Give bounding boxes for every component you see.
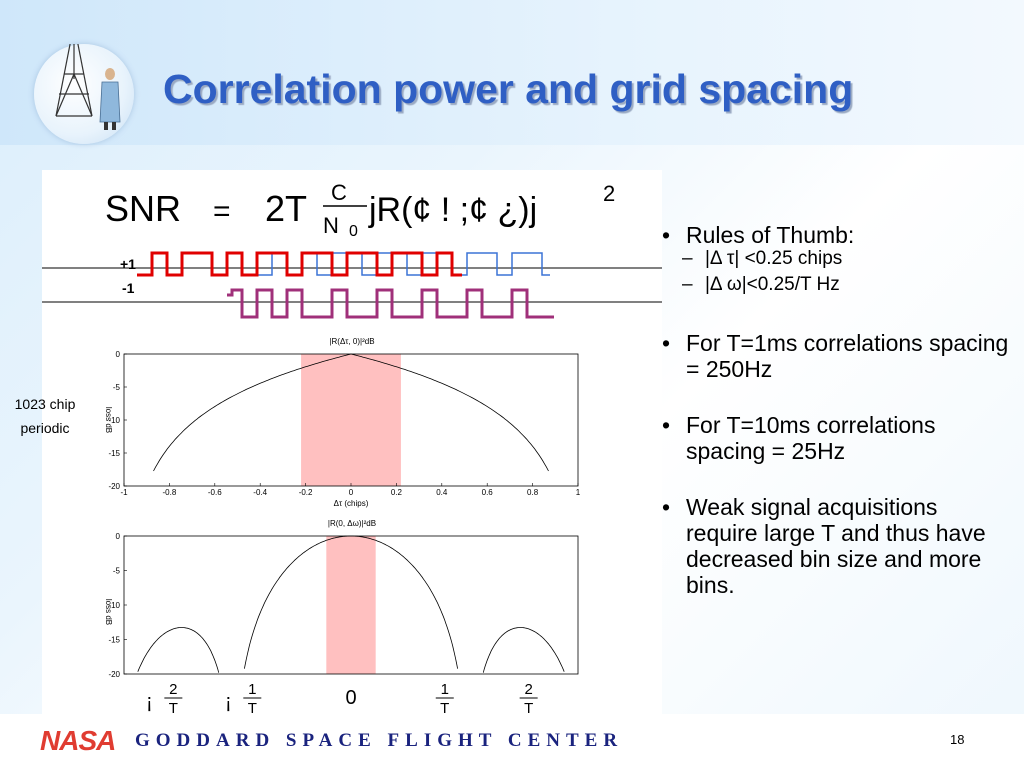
nasa-logo-text: NASA	[40, 726, 115, 754]
side-label-line1: 1023 chip	[14, 396, 76, 412]
chart2-series-line	[137, 535, 565, 673]
chart2-ylabel: loss dB	[104, 599, 113, 625]
slide-title: Correlation power and grid spacing	[163, 66, 854, 112]
chart-code-correlation: |R(Δτ, 0)|²dB -1 -0.8 -0.6 -0.4 -0.2 0 0.2 0.4 0…	[104, 337, 581, 508]
footer-band	[0, 714, 1024, 768]
chart1-xtick-label: 0.2	[391, 488, 403, 497]
chart1-xtick-label: 0.8	[527, 488, 539, 497]
goddard-rocket-logo	[34, 14, 134, 144]
correlation-charts: |R(Δτ, 0)|²dB -1 -0.8 -0.6 -0.4 -0.2 0 0.2 0.4 0…	[104, 337, 581, 717]
chart1-shaded-region	[301, 354, 401, 486]
late-code-signal	[227, 288, 554, 319]
chart2-shaded-region	[326, 536, 376, 674]
chart2-xtick-sign: ¡	[146, 691, 153, 713]
side-label-line2: periodic	[20, 420, 70, 436]
chart2-xtick-label: 0	[345, 687, 356, 709]
chart1-series-line	[153, 353, 549, 472]
chart1-ytick-label: 0	[116, 350, 121, 359]
chart2-xtick-num: 2	[524, 681, 532, 698]
formula-lhs: SNR	[105, 188, 181, 229]
chart1-xtick-label: 0.4	[436, 488, 448, 497]
page-number: 18	[950, 732, 965, 747]
formula-frac-den: N	[323, 213, 339, 238]
chart2-xtick-den: T	[440, 700, 449, 717]
formula-body: jR(¢ ! ;¢ ¿)j	[368, 191, 537, 229]
chart2-xtick-num: 2	[169, 681, 177, 698]
chart2-xtick-num: 1	[441, 681, 449, 698]
sub-bullet-item: |Δ τ| <0.25 chips	[678, 246, 1015, 272]
chart1-ytick-label: -20	[108, 482, 120, 491]
formula-equals: =	[213, 195, 231, 228]
bullet-item: Rules of Thumb:	[660, 222, 1015, 248]
chart2-xtick-den: T	[248, 700, 257, 717]
side-label: 1023 chip periodic	[0, 392, 90, 440]
chart1-xlabel: Δτ (chips)	[334, 499, 369, 508]
chart1-xtick-label: 0.6	[482, 488, 494, 497]
chart1-xtick-label: -1	[120, 488, 128, 497]
chart2-ytick-label: -15	[108, 636, 120, 645]
chart1-xtick-label: -0.8	[163, 488, 177, 497]
chart2-xtick-den: T	[524, 700, 533, 717]
sub-bullet-item: |Δ ω|<0.25/T Hz	[678, 272, 1015, 298]
chart1-ytick-label: -5	[113, 383, 121, 392]
chart1-xtick-label: -0.2	[299, 488, 313, 497]
formula-frac-num: C	[331, 180, 347, 205]
header-band	[0, 0, 1024, 145]
chart2-ytick-label: 0	[116, 532, 121, 541]
nasa-logo: NASA	[40, 726, 116, 754]
rocket-frame-icon	[55, 14, 121, 130]
bullet-item: Weak signal acquisitions require large T…	[660, 494, 1015, 598]
bullet-item: For T=1ms correlations spacing = 250Hz	[660, 330, 1015, 382]
chart2-title: |R(0, Δω)|²dB	[328, 519, 376, 528]
chart1-ytick-label: -10	[108, 416, 120, 425]
chart1-xtick-label: -0.4	[253, 488, 267, 497]
plus-one-label: +1	[120, 256, 136, 272]
snr-formula: SNR = 2T C N 0 jR(¢ ! ;¢ ¿)j 2	[105, 180, 615, 240]
chart2-xtick-num: 1	[248, 681, 256, 698]
minus-one-label: -1	[122, 280, 135, 296]
chart1-xtick-label: 1	[576, 488, 581, 497]
bullet-item: For T=10ms correlations spacing = 25Hz	[660, 412, 1015, 464]
chart1-title: |R(Δτ, 0)|²dB	[329, 337, 374, 346]
formula-exp: 2	[603, 181, 615, 206]
chart1-ylabel: loss dB	[104, 407, 113, 433]
chart2-ytick-label: -10	[108, 601, 120, 610]
formula-frac-den-sub: 0	[349, 223, 358, 240]
sub-bullet-list: |Δ τ| <0.25 chips|Δ ω|<0.25/T Hz	[660, 246, 1015, 298]
prn-signal-diagram: +1 -1	[42, 251, 662, 319]
chart1-ytick-label: -15	[108, 449, 120, 458]
chart2-ytick-label: -20	[108, 670, 120, 679]
chart1-xtick-label: 0	[349, 488, 354, 497]
bullet-list: Rules of Thumb:|Δ τ| <0.25 chips|Δ ω|<0.…	[660, 222, 1015, 628]
goddard-footer: GODDARD SPACE FLIGHT CENTER	[135, 730, 624, 751]
chart2-xtick-den: T	[169, 700, 178, 717]
chart2-ytick-label: -5	[113, 567, 121, 576]
formula-two-t: 2T	[265, 188, 307, 229]
chart2-xtick-sign: ¡	[225, 691, 232, 713]
chart-doppler-correlation: |R(0, Δω)|²dB 0 -5 -10 -15 -20 loss dB ¡ 2 T ¡ 1…	[104, 519, 579, 717]
replica-code-red	[137, 251, 462, 277]
chart1-xtick-label: -0.6	[208, 488, 222, 497]
